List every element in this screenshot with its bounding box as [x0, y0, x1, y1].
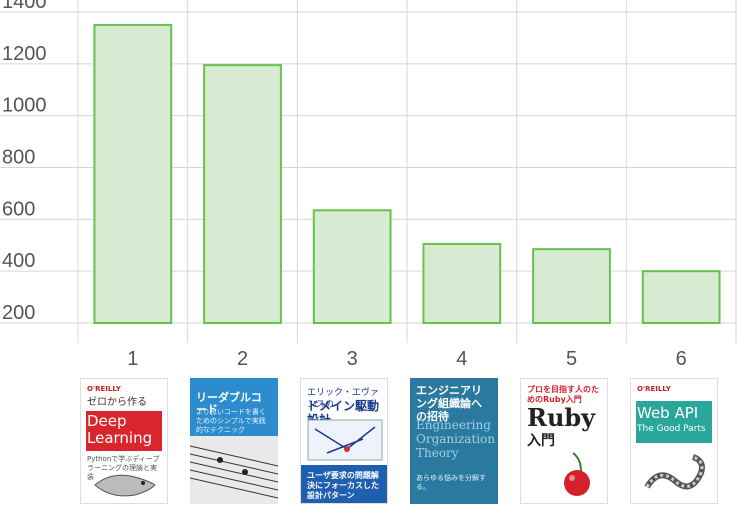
- book-subtitle: Ruby: [527, 403, 596, 432]
- book-note: あらゆる悩みを分解する。: [416, 474, 486, 491]
- bar-6: [641, 270, 721, 324]
- sheet-music-icon: [190, 436, 278, 504]
- title-band: [636, 401, 712, 443]
- book-subtitle: Engineering Organization Theory: [416, 418, 496, 460]
- book-subtitle: Web API: [637, 404, 699, 422]
- book-title: ゼロから作る: [87, 397, 147, 408]
- bar-2: [203, 64, 282, 324]
- book-cover-engineering-organization: エンジニアリング組織論への招待 Engineering Organization…: [410, 378, 498, 504]
- fish-icon: [94, 474, 156, 497]
- bar-3: [312, 209, 392, 324]
- book-note: The Good Parts: [637, 424, 706, 434]
- y-tick-label: 600: [2, 198, 35, 220]
- book-note: Pythonで学ぶディープラーニングの理論と実装: [87, 455, 160, 481]
- book-title: プロを目指す人のためのRuby入門: [527, 385, 599, 404]
- x-tick-label: 5: [566, 348, 577, 370]
- y-tick-label: 800: [2, 147, 35, 169]
- y-tick-label: 200: [2, 302, 35, 324]
- diagram-icon: [307, 419, 383, 461]
- book-note: より良いコードを書くためのシンプルで実践的なテクニック: [196, 408, 266, 434]
- oreilly-logo: O'REILLY: [637, 385, 671, 393]
- book-note: ユーザ要求の問題解決にフォーカスした設計パターン: [307, 471, 379, 500]
- y-tick-label: 1200: [2, 43, 47, 65]
- book-subtitle: Deep Learning: [87, 412, 153, 447]
- snake-icon: [644, 454, 705, 490]
- x-tick-label: 2: [237, 348, 248, 370]
- book-cover-ruby-intro: プロを目指す人のためのRuby入門 Ruby 入門: [520, 378, 608, 504]
- bar-chart: 200 400 600 800 1000 1200 1400 1 2 3 4 5 6: [0, 0, 737, 370]
- book-title: リーダブルコード: [196, 391, 262, 416]
- x-tick-label: 1: [127, 348, 138, 370]
- book-title: エリック・エヴァンスの: [307, 388, 379, 410]
- bar-5: [532, 248, 611, 324]
- bottom-band: [301, 465, 387, 503]
- title-band: [86, 411, 162, 451]
- book-cover-readable-code: リーダブルコード より良いコードを書くためのシンプルで実践的なテクニック: [190, 378, 278, 504]
- book-covers-row: O'REILLY ゼロから作る Deep Learning Pythonで学ぶデ…: [0, 378, 744, 522]
- book-cover-domain-driven-design: エリック・エヴァンスの ドメイン駆動設計 ユーザ要求の問題解決にフォーカスした設…: [300, 378, 388, 504]
- book-cover-web-api: O'REILLY Web API The Good Parts: [630, 378, 718, 504]
- cherry-icon: [564, 452, 590, 496]
- book-title: エンジニアリング組織論への招待: [416, 384, 482, 423]
- x-tick-label: 6: [676, 348, 687, 370]
- y-tick-label: 1400: [2, 0, 47, 13]
- book-note: 入門: [527, 433, 555, 449]
- y-tick-label: 400: [2, 250, 35, 272]
- oreilly-logo: O'REILLY: [87, 385, 121, 393]
- x-tick-label: 4: [456, 348, 467, 370]
- y-tick-label: 1000: [2, 95, 47, 117]
- x-tick-label: 3: [347, 348, 358, 370]
- chart-bars: [93, 23, 721, 324]
- y-axis-ticks: 200 400 600 800 1000 1200 1400: [2, 0, 47, 324]
- bar-4: [422, 242, 502, 324]
- bar-1: [93, 23, 173, 324]
- x-axis-ticks: 1 2 3 4 5 6: [127, 348, 686, 370]
- book-cover-deep-learning: O'REILLY ゼロから作る Deep Learning Pythonで学ぶデ…: [80, 378, 168, 504]
